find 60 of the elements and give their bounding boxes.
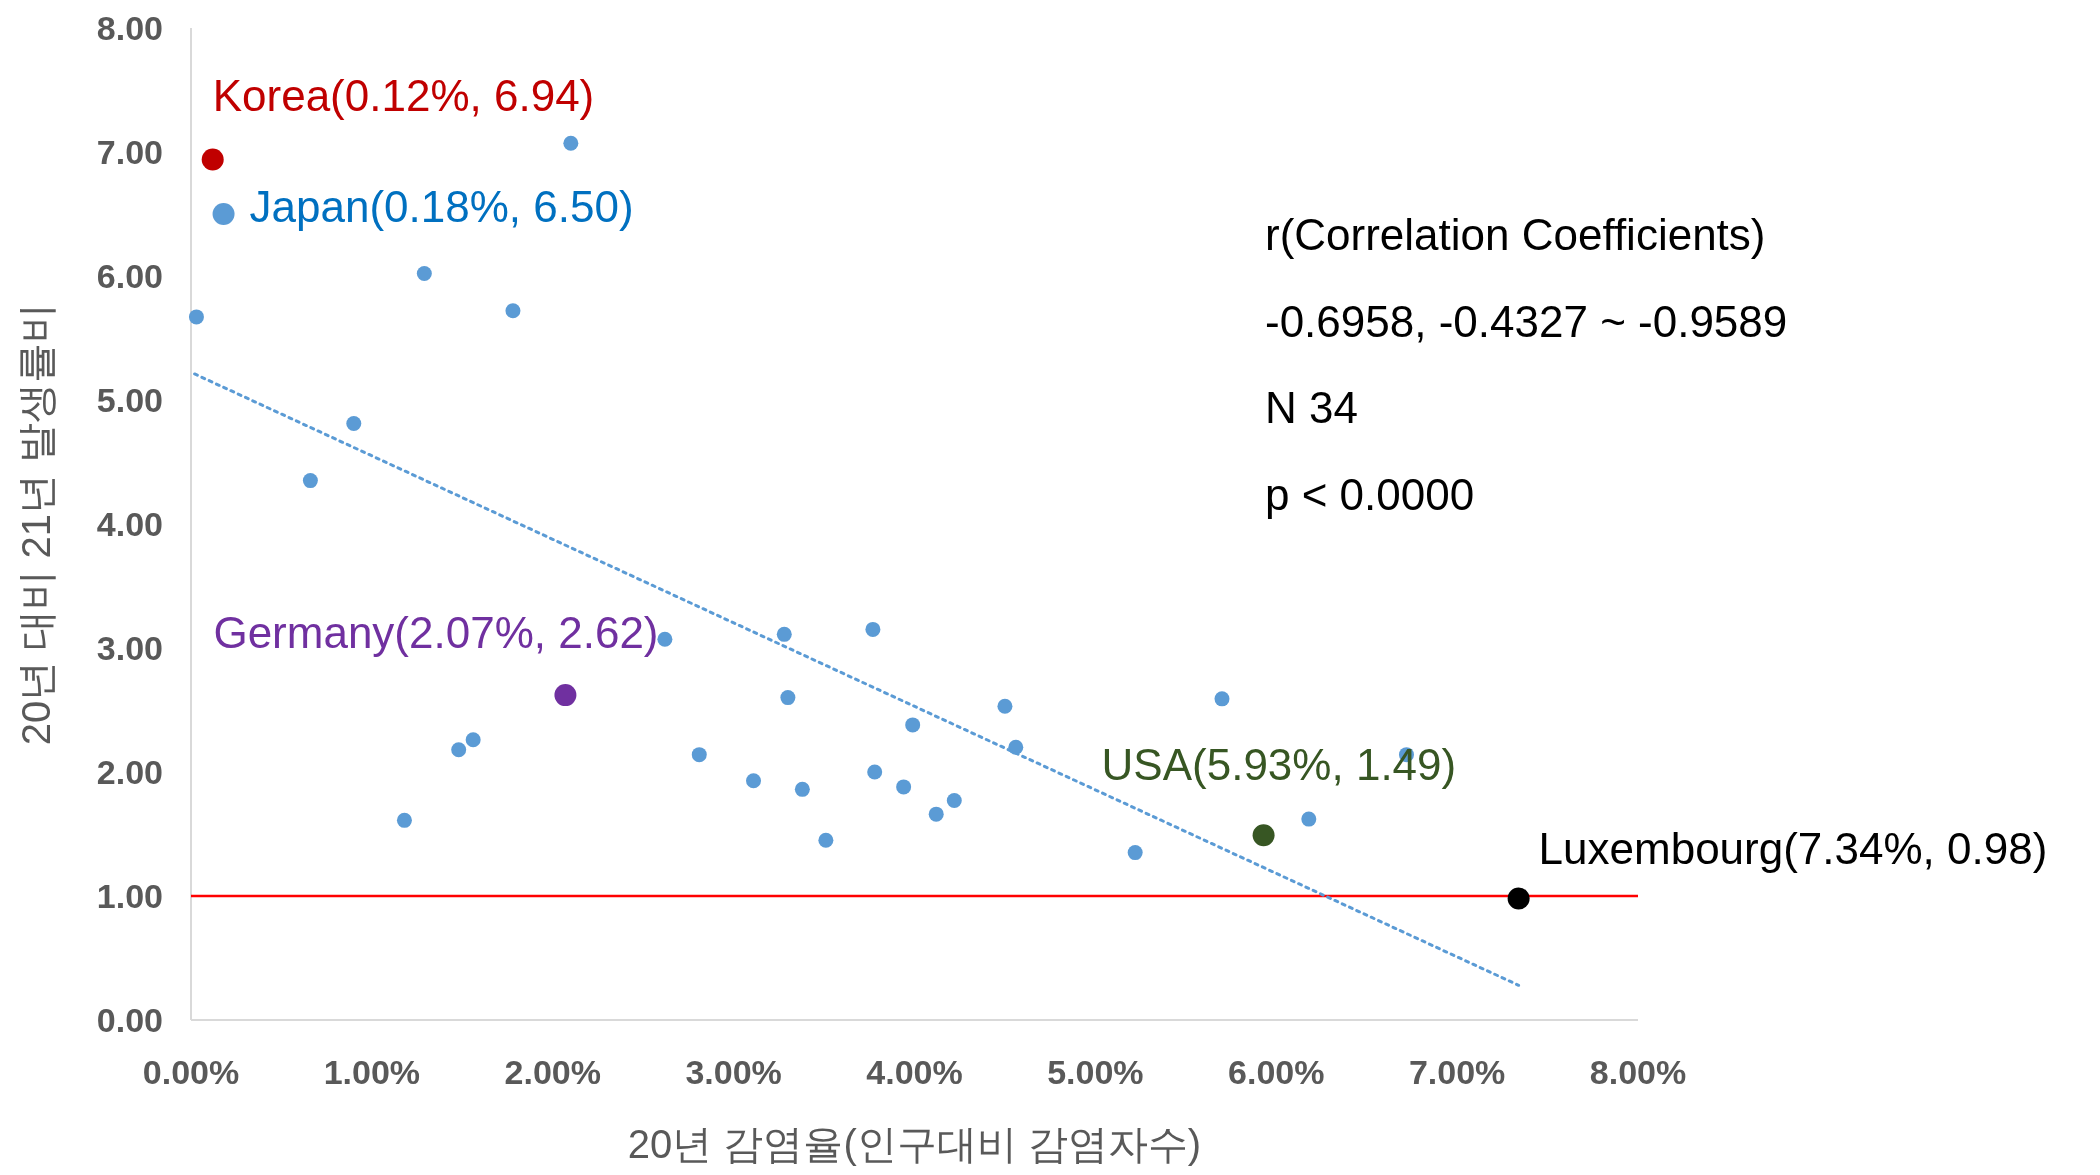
x-tick-label: 0.00%: [142, 1053, 240, 1091]
x-tick-label: 8.00%: [1589, 1053, 1687, 1091]
y-tick-label: 3.00: [96, 629, 163, 667]
x-tick-label: 2.00%: [504, 1053, 601, 1091]
y-tick-label: 2.00: [96, 753, 163, 791]
point: [776, 626, 792, 642]
point: [818, 832, 834, 848]
point: [554, 684, 577, 707]
point: [657, 631, 673, 647]
point: [691, 747, 707, 763]
point: [505, 303, 521, 319]
point: [905, 717, 921, 733]
point: [746, 773, 762, 789]
y-axis-title: 20년 대비 21년 발생률비: [14, 302, 58, 746]
point: [997, 698, 1013, 714]
point: [1127, 845, 1143, 861]
x-tick-label: 3.00%: [685, 1053, 782, 1091]
annotation: r(Correlation Coefficients): [1265, 210, 1766, 259]
point: [563, 135, 579, 151]
point: [780, 690, 796, 706]
x-tick-label: 6.00%: [1228, 1053, 1325, 1091]
y-tick-label: 8.00: [96, 9, 163, 47]
annotation: Luxembourg(7.34%, 0.98): [1538, 824, 2048, 874]
point: [867, 764, 883, 780]
point: [302, 473, 318, 489]
point: [346, 416, 362, 432]
point: [928, 806, 944, 822]
y-tick-label: 5.00: [96, 381, 163, 419]
x-tick-label: 5.00%: [1047, 1053, 1144, 1091]
point: [465, 732, 481, 748]
point: [451, 742, 467, 758]
point: [1301, 811, 1317, 827]
y-tick-label: 6.00: [96, 257, 163, 295]
annotation: p < 0.0000: [1265, 469, 1475, 519]
point: [794, 781, 810, 797]
point: [416, 266, 432, 282]
point: [201, 148, 224, 171]
annotation: USA(5.93%, 1.49): [1101, 740, 1457, 790]
point: [212, 203, 235, 225]
annotation: N 34: [1265, 383, 1358, 432]
point: [896, 779, 912, 795]
annotation: Korea(0.12%, 6.94): [212, 71, 595, 121]
y-tick-label: 7.00: [96, 133, 163, 171]
point: [1252, 824, 1275, 847]
point: [865, 621, 881, 637]
point: [188, 309, 204, 325]
x-tick-label: 7.00%: [1408, 1053, 1506, 1091]
x-axis-title: 20년 감염율(인구대비 감염자수): [627, 1122, 1202, 1166]
point: [1507, 887, 1530, 910]
x-tick-label: 1.00%: [323, 1053, 421, 1091]
point: [1214, 691, 1230, 707]
y-tick-label: 0.00: [96, 1001, 163, 1039]
point: [946, 793, 962, 809]
annotation: Germany(2.07%, 2.62): [213, 608, 659, 658]
annotation: -0.6958, -0.4327 ~ -0.9589: [1265, 296, 1788, 346]
point: [396, 812, 412, 828]
x-tick-label: 4.00%: [866, 1053, 963, 1091]
y-tick-label: 1.00: [96, 877, 163, 915]
annotation: Japan(0.18%, 6.50): [249, 182, 634, 231]
y-tick-label: 4.00: [96, 505, 163, 543]
